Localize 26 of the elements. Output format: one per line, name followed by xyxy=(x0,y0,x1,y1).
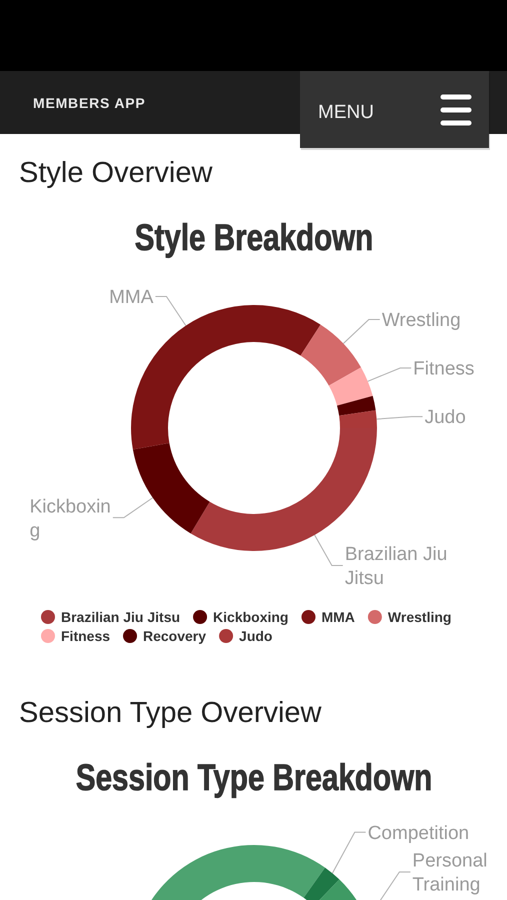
slice-label: Brazilian Jiu Jitsu xyxy=(344,544,448,590)
text: MEMBERS APP xyxy=(33,95,146,111)
slice-label: Wrestling xyxy=(382,310,461,332)
donut-slice xyxy=(337,396,376,416)
donut-slice xyxy=(131,305,321,450)
text: Session Type Overview xyxy=(19,697,323,729)
donut-slice xyxy=(132,443,210,534)
legend-label: Brazilian Jiu Jitsu xyxy=(61,609,180,625)
slice-label: Judo xyxy=(424,407,466,428)
legend-label: Judo xyxy=(239,628,273,644)
text: Style Overview xyxy=(19,157,214,189)
slice-label: Personal Training xyxy=(412,850,488,896)
text: MENU xyxy=(318,102,374,123)
donut-slice xyxy=(328,367,373,406)
slice-label: Fitness xyxy=(413,358,474,380)
donut-slice xyxy=(300,324,362,386)
chart-title: Style Breakdown xyxy=(134,218,374,259)
slice-label: MMA xyxy=(109,287,154,308)
slice-label: Kickboxing xyxy=(30,496,111,542)
legend-label: Recovery xyxy=(143,628,206,644)
legend-label: Fitness xyxy=(61,628,110,644)
legend-label: Kickboxing xyxy=(213,609,289,625)
legend-label: MMA xyxy=(321,609,355,625)
legend-label: Wrestling xyxy=(388,609,452,625)
chart-title: Session Type Breakdown xyxy=(76,758,432,799)
slice-label: Competition xyxy=(368,822,470,844)
